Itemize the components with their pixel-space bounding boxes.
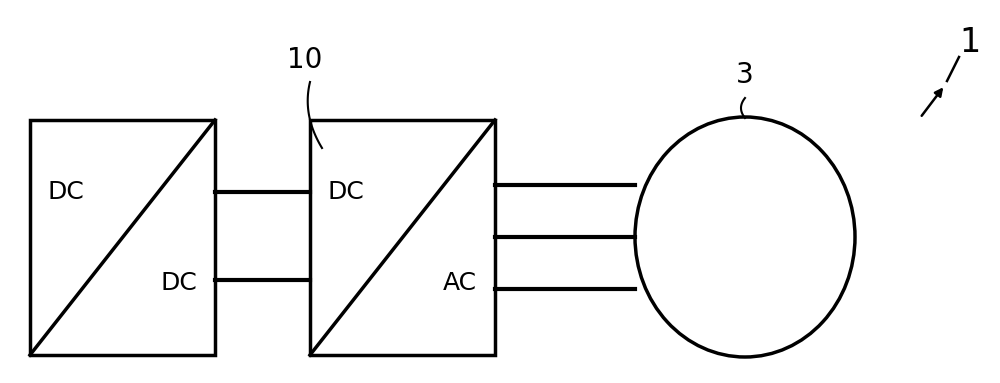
Text: DC: DC: [328, 180, 365, 204]
Bar: [30, 120, 215, 355]
Text: DC: DC: [160, 271, 197, 295]
Text: 3: 3: [736, 61, 754, 89]
Text: DC: DC: [48, 180, 85, 204]
Text: AC: AC: [443, 271, 477, 295]
Text: 10: 10: [287, 46, 323, 74]
Ellipse shape: [635, 117, 855, 357]
Bar: [310, 120, 495, 355]
Text: 1: 1: [959, 26, 981, 59]
